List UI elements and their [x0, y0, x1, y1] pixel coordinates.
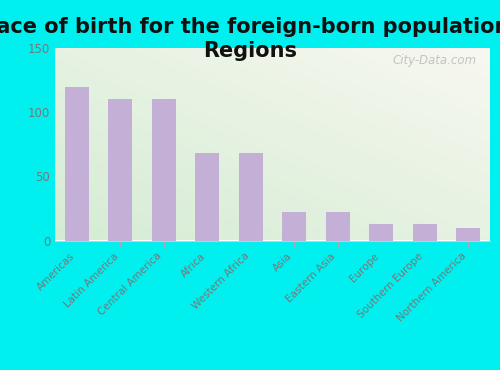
Bar	[65, 87, 88, 240]
Bar	[152, 100, 176, 240]
Text: Place of birth for the foreign-born population -
Regions: Place of birth for the foreign-born popu…	[0, 17, 500, 61]
Bar	[196, 153, 219, 240]
Bar	[326, 212, 349, 241]
Bar	[239, 153, 262, 240]
Bar	[456, 228, 480, 240]
Bar	[108, 100, 132, 240]
Bar	[282, 212, 306, 241]
Text: City-Data.com: City-Data.com	[393, 54, 477, 67]
Bar	[413, 224, 436, 240]
Bar	[370, 224, 393, 240]
